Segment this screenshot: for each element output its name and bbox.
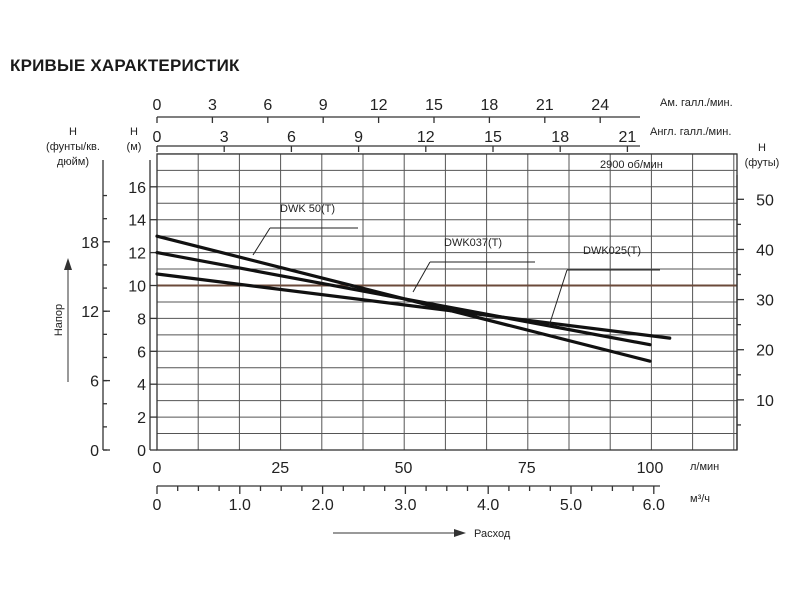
bottom-lpm-tick-label: 100: [637, 460, 664, 477]
left-m-tick-label: 12: [128, 246, 146, 263]
top-us-axis-label: Ам. галл./мин.: [660, 97, 733, 109]
right-ft-tick-label: 10: [756, 393, 774, 410]
top-us-tick-label: 21: [536, 97, 554, 114]
right-ft-tick-label: 30: [756, 293, 774, 310]
bottom-m3h-tick-label: 0: [153, 497, 162, 514]
top-imp-tick-label: 21: [619, 129, 637, 146]
left-psi-label-unit: (фунты/кв.: [46, 141, 100, 153]
x-arrow-head: [454, 529, 466, 537]
bottom-lpm-tick-label: 50: [395, 460, 413, 477]
left-psi-label-unit2: дюйм): [57, 156, 89, 168]
bottom-m3h-tick-label: 5.0: [560, 497, 582, 514]
grid: [156, 153, 737, 451]
left-m-tick-label: 4: [137, 377, 146, 394]
label-dwk50: DWK 50(T): [280, 203, 335, 215]
left-m-label-unit: (м): [127, 141, 142, 153]
leader-dwk037: [412, 261, 431, 293]
left-psi-tick-label: 12: [81, 304, 99, 321]
left-psi-label-h: Н: [69, 126, 77, 138]
top-us-tick-label: 0: [153, 97, 162, 114]
top-us-tick-label: 3: [208, 97, 217, 114]
bottom-lpm-tick-label: 75: [518, 460, 536, 477]
label-dwk037: DWK037(T): [444, 237, 502, 249]
left-m-tick-label: 2: [137, 410, 146, 427]
label-dwk025: DWK025(T): [583, 245, 641, 257]
bottom-m3h-tick-label: 4.0: [477, 497, 499, 514]
top-imp-tick-label: 3: [220, 129, 229, 146]
left-psi-tick-label: 0: [90, 443, 99, 460]
x-arrow-label: Расход: [474, 528, 511, 540]
left-m-label-h: Н: [130, 126, 138, 138]
top-imp-tick-label: 9: [354, 129, 363, 146]
right-ft-tick-label: 50: [756, 192, 774, 209]
top-imp-tick-label: 0: [153, 129, 162, 146]
top-imp-tick-label: 18: [551, 129, 569, 146]
bottom-m3h-tick-label: 3.0: [394, 497, 416, 514]
right-ft-tick-label: 20: [756, 343, 774, 360]
top-imp-axis-label: Англ. галл./мин.: [650, 126, 731, 138]
top-us-tick-label: 9: [319, 97, 328, 114]
left-m-tick-label: 8: [137, 311, 146, 328]
speed-note: 2900 об/мин: [600, 159, 663, 171]
top-us-tick-label: 18: [481, 97, 499, 114]
top-imp-tick-label: 6: [287, 129, 296, 146]
page-title: КРИВЫЕ ХАРАКТЕРИСТИК: [10, 56, 240, 75]
leader-dwk50: [252, 227, 271, 256]
left-m-tick-label: 10: [128, 279, 146, 296]
bottom-m3h-tick-label: 6.0: [643, 497, 665, 514]
top-us-tick-label: 12: [370, 97, 388, 114]
top-us-tick-label: 6: [263, 97, 272, 114]
left-m-tick-label: 16: [128, 180, 146, 197]
y-arrow-label: Напор: [53, 304, 65, 336]
top-imp-tick-label: 12: [417, 129, 435, 146]
bottom-lpm-axis-label: л/мин: [690, 461, 719, 473]
bottom-lpm-tick-label: 0: [153, 460, 162, 477]
left-m-tick-label: 0: [137, 443, 146, 460]
bottom-m3h-tick-label: 2.0: [311, 497, 333, 514]
top-us-tick-label: 24: [591, 97, 609, 114]
bottom-m3h-tick-label: 1.0: [229, 497, 251, 514]
right-ft-label-h: Н: [758, 142, 766, 154]
series-line-dwk037-t-: [155, 251, 652, 347]
left-m-tick-label: 14: [128, 213, 146, 230]
top-imp-tick-label: 15: [484, 129, 502, 146]
bottom-m3h-axis-label: м³/ч: [690, 493, 710, 505]
left-psi-tick-label: 6: [90, 374, 99, 391]
series-line-dwk025-t-: [155, 272, 672, 340]
bottom-lpm-tick-label: 25: [271, 460, 289, 477]
y-arrow-head: [64, 258, 72, 270]
right-ft-label-unit: (футы): [745, 157, 780, 169]
top-us-tick-label: 15: [425, 97, 443, 114]
right-ft-tick-label: 40: [756, 242, 774, 259]
series-layer: DWK 50(T) DWK037(T) DWK025(T): [155, 203, 672, 363]
leader-dwk025: [548, 269, 568, 327]
left-psi-tick-label: 18: [81, 235, 99, 252]
left-m-tick-label: 6: [137, 344, 146, 361]
